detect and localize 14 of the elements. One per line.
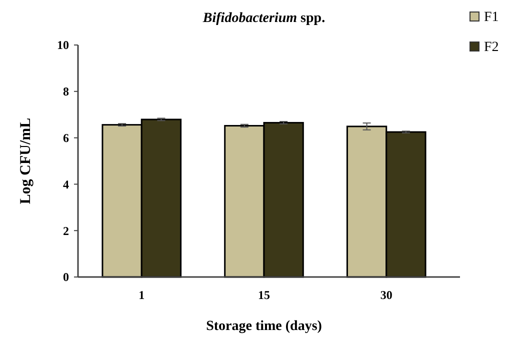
y-tick-label: 6 (63, 131, 69, 145)
x-axis-title: Storage time (days) (206, 319, 322, 334)
y-tick-label: 0 (63, 270, 69, 284)
y-axis-title: Log CFU/mL (18, 118, 34, 204)
x-tick-label: 30 (380, 288, 392, 302)
x-tick-label: 1 (138, 288, 145, 302)
y-tick-label: 10 (57, 38, 69, 52)
x-tick-label: 15 (258, 288, 270, 302)
y-tick-label: 8 (63, 84, 69, 99)
legend-label: F1 (484, 10, 499, 25)
y-tick-label: 4 (63, 177, 69, 192)
y-tick-label: 2 (63, 224, 69, 238)
legend-label: F2 (484, 40, 499, 55)
chart-title: Bifidobacterium spp. (202, 11, 326, 26)
